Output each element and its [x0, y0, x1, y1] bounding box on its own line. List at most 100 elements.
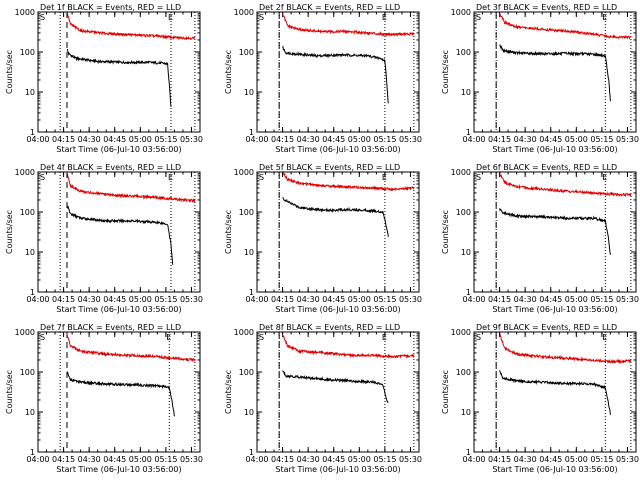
- y-tick-label: 1000: [234, 328, 254, 337]
- x-tick-label: 05:30: [616, 295, 639, 304]
- chart-title: Det 4f BLACK = Events, RED = LLD: [40, 163, 181, 172]
- y-tick-label: 100: [20, 208, 35, 217]
- x-tick-label: 04:15: [271, 295, 294, 304]
- lld-series-line: [282, 170, 415, 192]
- x-tick-label: 04:00: [245, 455, 268, 464]
- events-series-line: [282, 370, 389, 404]
- x-tick-label: 04:45: [103, 295, 126, 304]
- lld-series-line: [282, 12, 415, 38]
- y-tick-label: 100: [456, 368, 471, 377]
- lld-series-line: [66, 11, 196, 41]
- chart-panel: Det 7f BLACK = Events, RED = LLD 1 10 100 10…: [5, 323, 203, 474]
- x-tick-label: 04:30: [514, 455, 537, 464]
- y-tick-label: 1: [30, 128, 35, 137]
- events-series-line: [282, 196, 389, 238]
- chart-title: Det 2f BLACK = Events, RED = LLD: [259, 3, 400, 12]
- chart-title: Det 7f BLACK = Events, RED = LLD: [40, 323, 181, 332]
- y-tick-label: 1000: [451, 8, 471, 17]
- chart-panel: Det 1f BLACK = Events, RED = LLD 1 10 100 10…: [5, 3, 203, 154]
- y-tick-label: 1: [249, 288, 254, 297]
- end-label: E: [382, 173, 387, 182]
- x-tick-label: 04:30: [297, 135, 320, 144]
- y-axis-label: Counts/sec: [441, 370, 450, 414]
- y-tick-label: 1: [249, 128, 254, 137]
- x-tick-label: 04:15: [52, 135, 75, 144]
- y-tick-label: 1: [249, 448, 254, 457]
- x-tick-label: 04:45: [539, 295, 562, 304]
- chart-panel: Det 6f BLACK = Events, RED = LLD 1 10 100 10…: [441, 163, 639, 314]
- y-tick-label: 10: [461, 88, 471, 97]
- x-tick-label: 05:15: [373, 295, 396, 304]
- plot-frame: [473, 171, 637, 293]
- chart-panel: Det 5f BLACK = Events, RED = LLD 1 10 100 10…: [224, 163, 422, 314]
- x-tick-label: 04:00: [26, 455, 49, 464]
- x-tick-label: 05:00: [565, 135, 588, 144]
- end-label: E: [382, 333, 387, 342]
- start-label: S: [40, 333, 45, 342]
- x-tick-label: 04:45: [322, 455, 345, 464]
- chart-panel: Det 2f BLACK = Events, RED = LLD 1 10 100 10…: [224, 3, 422, 154]
- x-tick-label: 04:45: [539, 135, 562, 144]
- x-tick-label: 05:30: [180, 295, 203, 304]
- y-tick-label: 100: [456, 208, 471, 217]
- x-tick-label: 05:15: [154, 295, 177, 304]
- y-tick-label: 100: [239, 368, 254, 377]
- y-tick-label: 10: [461, 248, 471, 257]
- plot-frame: [256, 171, 420, 293]
- x-tick-label: 04:15: [488, 295, 511, 304]
- x-tick-label: 04:45: [322, 295, 345, 304]
- x-tick-label: 04:30: [514, 295, 537, 304]
- y-tick-label: 1000: [234, 168, 254, 177]
- lld-series-line: [66, 171, 196, 204]
- y-tick-label: 100: [456, 48, 471, 57]
- lld-series-line: [499, 333, 632, 365]
- y-axis-label: Counts/sec: [441, 210, 450, 254]
- x-tick-label: 05:15: [373, 455, 396, 464]
- x-tick-label: 05:30: [616, 135, 639, 144]
- y-tick-label: 10: [244, 408, 254, 417]
- x-axis-label: Start Time (06-Jul-10 03:56:00): [275, 305, 400, 314]
- x-tick-label: 05:00: [129, 135, 152, 144]
- plot-frame: [37, 331, 201, 453]
- x-tick-label: 05:00: [565, 455, 588, 464]
- x-tick-label: 04:00: [462, 295, 485, 304]
- chart-panel: Det 8f BLACK = Events, RED = LLD 1 10 100 10…: [224, 323, 422, 474]
- start-label: S: [476, 333, 481, 342]
- x-tick-label: 05:00: [565, 295, 588, 304]
- end-label: E: [602, 173, 607, 182]
- x-axis-label: Start Time (06-Jul-10 03:56:00): [492, 305, 617, 314]
- x-tick-label: 05:15: [154, 455, 177, 464]
- x-axis-label: Start Time (06-Jul-10 03:56:00): [275, 465, 400, 474]
- y-tick-label: 1: [466, 448, 471, 457]
- chart-title: Det 6f BLACK = Events, RED = LLD: [476, 163, 617, 172]
- end-label: E: [168, 13, 173, 22]
- events-series-line: [66, 371, 175, 417]
- x-tick-label: 05:30: [180, 135, 203, 144]
- x-tick-label: 04:00: [245, 295, 268, 304]
- x-tick-label: 04:45: [103, 455, 126, 464]
- y-tick-label: 10: [25, 88, 35, 97]
- x-tick-label: 05:00: [348, 455, 371, 464]
- chart-panel: Det 9f BLACK = Events, RED = LLD 1 10 100 10…: [441, 323, 639, 474]
- chart-title: Det 1f BLACK = Events, RED = LLD: [40, 3, 181, 12]
- y-axis-label: Counts/sec: [5, 370, 14, 414]
- x-tick-label: 04:15: [52, 295, 75, 304]
- x-tick-label: 05:30: [616, 455, 639, 464]
- x-axis-label: Start Time (06-Jul-10 03:56:00): [275, 145, 400, 154]
- plot-frame: [473, 331, 637, 453]
- events-series-line: [499, 370, 611, 415]
- x-axis-label: Start Time (06-Jul-10 03:56:00): [492, 145, 617, 154]
- x-tick-label: 04:30: [78, 455, 101, 464]
- x-tick-label: 04:00: [26, 295, 49, 304]
- x-tick-label: 04:30: [297, 295, 320, 304]
- plot-frame: [473, 11, 637, 133]
- y-tick-label: 1: [466, 288, 471, 297]
- x-tick-label: 04:00: [26, 135, 49, 144]
- y-tick-label: 1000: [15, 168, 35, 177]
- y-axis-label: Counts/sec: [224, 370, 233, 414]
- chart-panel: Det 3f BLACK = Events, RED = LLD 1 10 100 10…: [441, 3, 639, 154]
- x-tick-label: 04:15: [488, 455, 511, 464]
- x-tick-label: 04:30: [514, 135, 537, 144]
- x-tick-label: 04:45: [539, 455, 562, 464]
